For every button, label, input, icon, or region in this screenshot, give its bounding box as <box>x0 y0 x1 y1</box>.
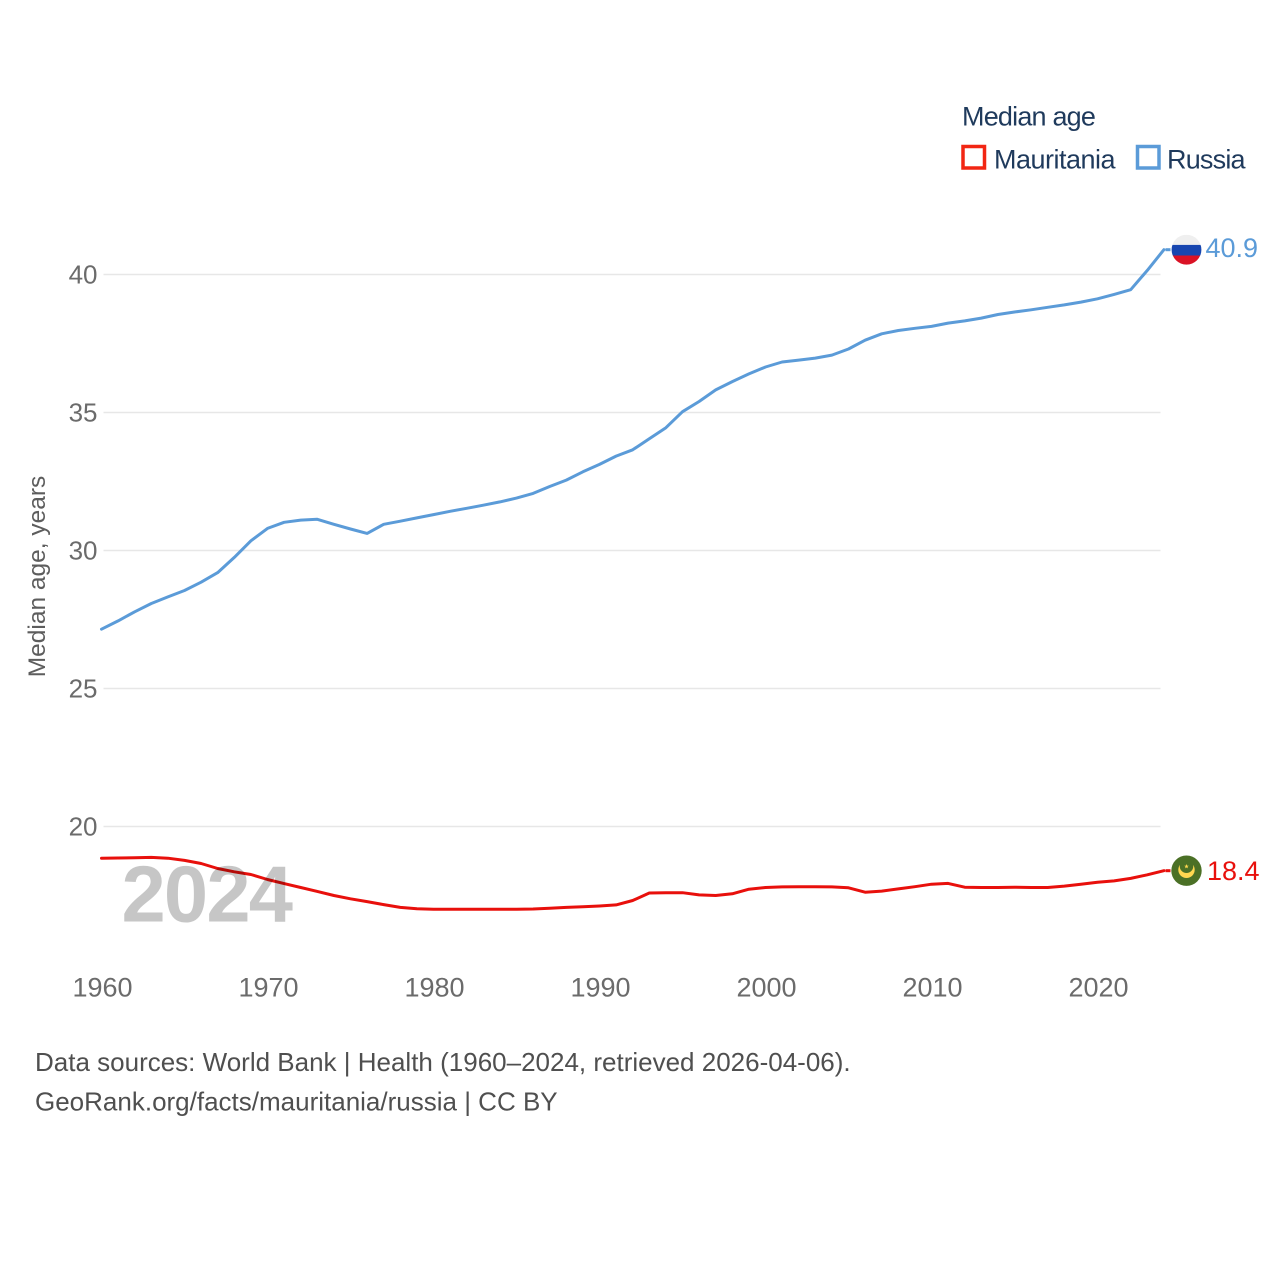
svg-text:25: 25 <box>69 674 98 704</box>
svg-text:Data sources: World Bank | Hea: Data sources: World Bank | Health (1960–… <box>35 1047 851 1077</box>
svg-text:18.4: 18.4 <box>1207 856 1260 886</box>
svg-text:Russia: Russia <box>1167 145 1247 175</box>
svg-text:40.9: 40.9 <box>1206 233 1259 263</box>
svg-text:Median age: Median age <box>962 102 1095 132</box>
svg-text:GeoRank.org/facts/mauritania/r: GeoRank.org/facts/mauritania/russia | CC… <box>35 1087 558 1117</box>
svg-text:40: 40 <box>69 260 98 290</box>
svg-text:20: 20 <box>69 812 98 842</box>
svg-text:Median age, years: Median age, years <box>24 476 51 678</box>
svg-text:2000: 2000 <box>736 973 796 1003</box>
svg-text:30: 30 <box>69 536 98 566</box>
svg-text:1960: 1960 <box>72 973 132 1003</box>
svg-text:2010: 2010 <box>902 973 962 1003</box>
svg-text:2024: 2024 <box>122 850 293 939</box>
svg-text:1990: 1990 <box>570 973 630 1003</box>
svg-text:1980: 1980 <box>404 973 464 1003</box>
svg-text:Mauritania: Mauritania <box>994 145 1117 175</box>
svg-text:35: 35 <box>69 398 98 428</box>
svg-text:2020: 2020 <box>1068 973 1128 1003</box>
svg-text:1970: 1970 <box>238 973 298 1003</box>
